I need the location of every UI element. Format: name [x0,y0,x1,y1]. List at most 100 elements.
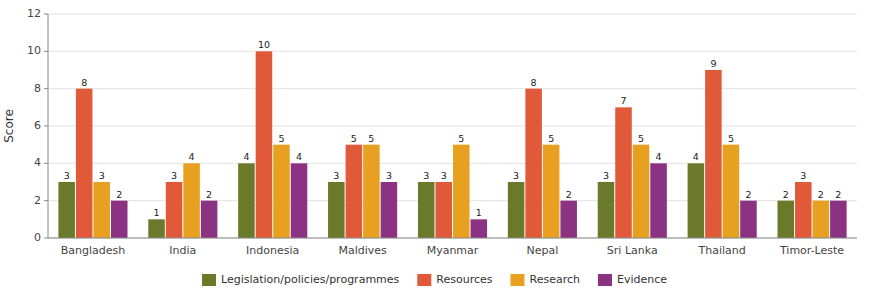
bar [471,219,488,238]
data-label: 3 [64,170,70,181]
bar [273,145,290,238]
data-label: 3 [603,170,609,181]
data-label: 5 [368,133,374,144]
bar [183,163,200,238]
bar [111,201,128,238]
data-label: 9 [710,58,716,69]
bar [76,89,93,238]
legend-item: Evidence [598,273,667,286]
data-label: 3 [513,170,519,181]
bar [830,201,847,238]
data-label: 4 [693,151,699,162]
bar [328,182,345,238]
x-tick-label: Bangladesh [61,244,126,257]
y-tick-label: 6 [34,119,41,132]
bar [795,182,812,238]
data-labels: 3143333428310538793345555552224312422 [64,39,842,218]
bar [740,201,757,238]
data-label: 2 [206,189,212,200]
chart: 024681012Score31433334283105387933455555… [0,0,869,296]
data-label: 4 [243,151,249,162]
data-label: 3 [386,170,392,181]
legend-swatch [598,274,612,286]
legend-item: Resources [417,273,492,286]
grid-line [48,126,857,127]
x-tick-label: Timor-Leste [779,244,844,257]
data-label: 5 [548,133,554,144]
bar [777,201,794,238]
y-tick [44,238,48,239]
bar [346,145,363,238]
data-label: 5 [278,133,284,144]
y-tick [44,88,48,89]
x-tick-label: Thailand [698,244,746,257]
bar [543,145,560,238]
x-tick-label: Myanmar [427,244,479,257]
legend: Legislation/policies/programmes Resources… [202,273,667,286]
bar [93,182,110,238]
y-tick [44,126,48,127]
y-tick [44,14,48,15]
y-tick-label: 8 [34,82,41,95]
bar [633,145,650,238]
y-tick-label: 10 [27,44,41,57]
data-label: 4 [296,151,302,162]
data-label: 5 [351,133,357,144]
bar [291,163,308,238]
legend-item: Legislation/policies/programmes [202,273,400,286]
y-tick-label: 4 [34,156,41,169]
data-label: 2 [566,189,572,200]
bar [418,182,435,238]
data-label: 2 [116,189,122,200]
x-tick-label: India [169,244,196,257]
legend-label: Legislation/policies/programmes [221,273,400,286]
legend-swatch [202,274,216,286]
legend-swatch [417,274,431,286]
y-tick [44,51,48,52]
grid-line [48,88,857,89]
bars [58,51,846,238]
legend-swatch [511,274,525,286]
x-axis: BangladeshIndiaIndonesiaMaldivesMyanmarN… [48,238,857,257]
data-label: 1 [154,207,160,218]
data-label: 2 [818,189,824,200]
grid-line [48,14,857,15]
data-label: 8 [81,77,87,88]
bar [525,89,542,238]
data-label: 2 [835,189,841,200]
data-label: 3 [423,170,429,181]
bar [453,145,470,238]
data-label: 4 [656,151,662,162]
bar [238,163,255,238]
y-tick-label: 12 [27,7,41,20]
bar [508,182,525,238]
bar [381,182,398,238]
bar [615,107,632,238]
bar [435,182,452,238]
y-axis: 0 2 4 6 8 10 12 [27,7,48,244]
data-label: 10 [258,39,270,50]
data-label: 5 [458,133,464,144]
bar [688,163,705,238]
x-tick-label: Maldives [338,244,387,257]
data-label: 3 [99,170,105,181]
data-label: 3 [171,170,177,181]
y-tick-label: 0 [34,231,41,244]
bar [650,163,667,238]
bar [560,201,577,238]
data-label: 1 [476,207,482,218]
bar [201,201,218,238]
grid [48,14,857,238]
legend-label: Research [530,273,580,286]
data-label: 2 [783,189,789,200]
bar [256,51,273,238]
data-label: 8 [531,77,537,88]
y-axis-label: Score [2,109,16,143]
data-label: 2 [745,189,751,200]
data-label: 3 [333,170,339,181]
data-label: 3 [800,170,806,181]
legend-item: Research [511,273,580,286]
y-tick-label: 2 [34,194,41,207]
x-axis-line [48,238,857,239]
bar [166,182,183,238]
